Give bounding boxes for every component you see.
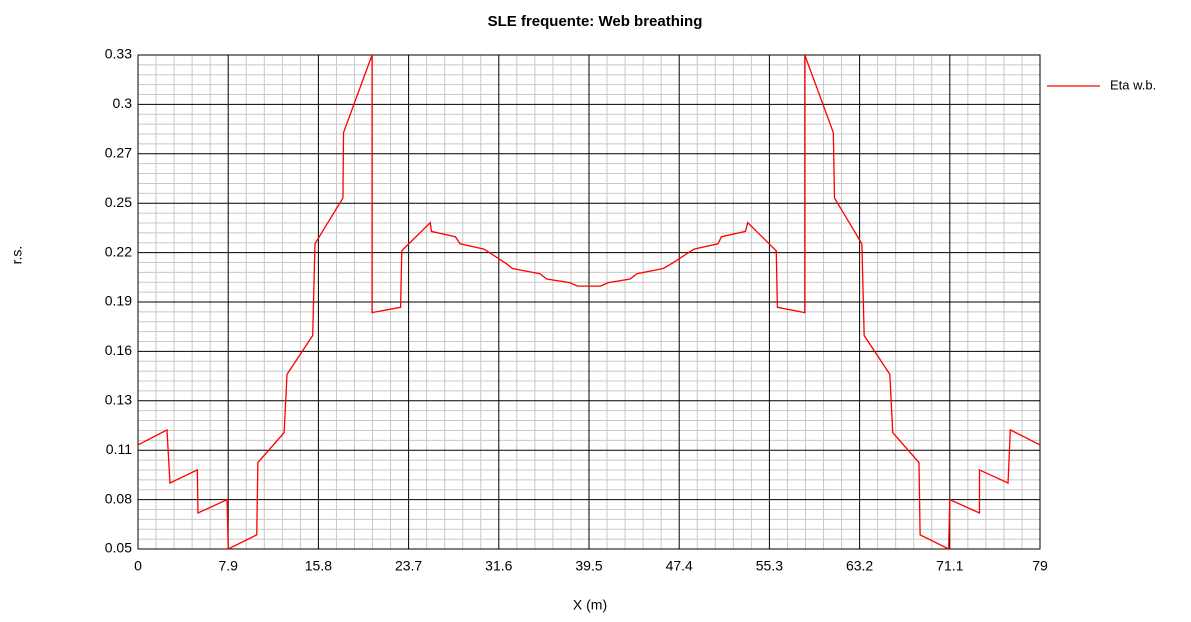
y-tick-label: 0.08	[105, 490, 132, 506]
y-tick-label: 0.11	[106, 441, 132, 457]
x-tick-label: 0	[134, 558, 142, 574]
y-tick-label: 0.25	[105, 194, 132, 210]
x-tick-label: 7.9	[218, 558, 238, 574]
x-tick-label: 23.7	[395, 558, 422, 574]
y-tick-label: 0.33	[105, 46, 132, 62]
x-tick-label: 71.1	[936, 558, 963, 574]
y-tick-label: 0.27	[105, 145, 132, 161]
y-tick-label: 0.13	[105, 392, 132, 408]
y-tick-label: 0.16	[105, 342, 132, 358]
x-tick-label: 15.8	[305, 558, 332, 574]
x-tick-label: 79	[1032, 558, 1048, 574]
legend-label: Eta w.b.	[1110, 77, 1156, 92]
x-tick-label: 39.5	[575, 558, 602, 574]
x-tick-label: 47.4	[666, 558, 693, 574]
plot-border	[137, 54, 1041, 550]
y-axis-label: r.s.	[9, 246, 25, 265]
y-tick-label: 0.19	[105, 293, 132, 309]
y-tick-label: 0.22	[105, 243, 132, 259]
x-axis-label: X (m)	[573, 597, 607, 613]
y-tick-label: 0.05	[105, 540, 132, 556]
x-tick-label: 55.3	[756, 558, 783, 574]
x-tick-label: 31.6	[485, 558, 512, 574]
series-line	[137, 54, 1041, 551]
x-tick-label: 63.2	[846, 558, 873, 574]
chart-title: SLE frequente: Web breathing	[488, 13, 703, 30]
y-tick-label: 0.3	[113, 95, 133, 111]
